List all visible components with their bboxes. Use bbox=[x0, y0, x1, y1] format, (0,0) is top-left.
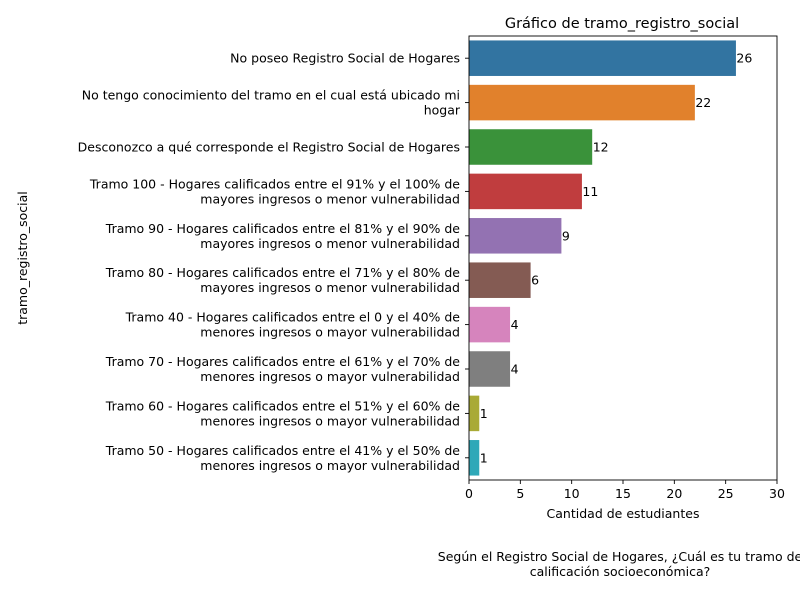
bar-value-label-4: 11 bbox=[582, 184, 598, 199]
x-tick-label-6: 30 bbox=[769, 486, 785, 501]
bar-1 bbox=[469, 40, 736, 76]
bar-2 bbox=[469, 84, 695, 121]
figure-caption: Según el Registro Social de Hogares, ¿Cu… bbox=[400, 549, 800, 579]
bar-value-label-6: 6 bbox=[531, 273, 539, 288]
bar-value-label-9: 1 bbox=[480, 406, 488, 421]
bar-5 bbox=[469, 218, 562, 254]
x-tick-label-0: 0 bbox=[465, 486, 473, 501]
x-axis-label: Cantidad de estudiantes bbox=[547, 506, 700, 521]
x-tick-label-2: 10 bbox=[564, 486, 580, 501]
bar-8 bbox=[469, 351, 511, 387]
bar-3 bbox=[469, 129, 593, 165]
y-tick-label-4: Tramo 100 - Hogares calificados entre el… bbox=[89, 176, 460, 206]
y-axis-ticks: No poseo Registro Social de Hogares No te… bbox=[78, 51, 469, 473]
bar-value-label-2: 22 bbox=[695, 95, 711, 110]
bar-6 bbox=[469, 262, 531, 298]
x-tick-label-1: 5 bbox=[516, 486, 524, 501]
chart-title: Gráfico de tramo_registro_social bbox=[505, 16, 739, 32]
bar-value-label-10: 1 bbox=[480, 450, 488, 465]
y-tick-label-8: Tramo 70 - Hogares calificados entre el … bbox=[105, 354, 461, 384]
bar-4 bbox=[469, 173, 582, 210]
y-tick-label-3: Desconozco a qué corresponde el Registro… bbox=[78, 140, 460, 155]
bar-value-label-8: 4 bbox=[511, 362, 519, 377]
bar-value-label-1: 26 bbox=[736, 51, 752, 66]
bar-10 bbox=[469, 440, 480, 476]
y-tick-label-1: No poseo Registro Social de Hogares bbox=[230, 51, 460, 66]
caption-line-2: calificación socioeconómica? bbox=[529, 564, 711, 579]
x-tick-label-4: 20 bbox=[666, 486, 682, 501]
caption-line-1: Según el Registro Social de Hogares, ¿Cu… bbox=[437, 549, 800, 564]
y-tick-label-7: Tramo 40 - Hogares calificados entre el … bbox=[125, 310, 461, 340]
y-tick-label-5: Tramo 90 - Hogares calificados entre el … bbox=[105, 221, 461, 251]
y-tick-label-9: Tramo 60 - Hogares calificados entre el … bbox=[105, 398, 461, 428]
x-tick-label-5: 25 bbox=[718, 486, 734, 501]
y-tick-label-2: No tengo conocimiento del tramo en el cu… bbox=[82, 88, 461, 118]
y-axis-label: tramo_registro_social bbox=[15, 191, 30, 325]
y-tick-label-6: Tramo 80 - Hogares calificados entre el … bbox=[105, 265, 461, 295]
x-tick-label-3: 15 bbox=[615, 486, 631, 501]
bar-7 bbox=[469, 306, 511, 343]
bar-value-label-5: 9 bbox=[562, 228, 570, 243]
x-axis-ticks: 0 5 10 15 20 25 30 bbox=[465, 480, 785, 501]
bars bbox=[469, 40, 736, 476]
bar-value-label-3: 12 bbox=[593, 140, 609, 155]
plot-frame bbox=[468, 35, 778, 481]
y-tick-label-10: Tramo 50 - Hogares calificados entre el … bbox=[105, 443, 461, 473]
bar-value-label-7: 4 bbox=[511, 317, 519, 332]
bar-9 bbox=[469, 395, 480, 432]
